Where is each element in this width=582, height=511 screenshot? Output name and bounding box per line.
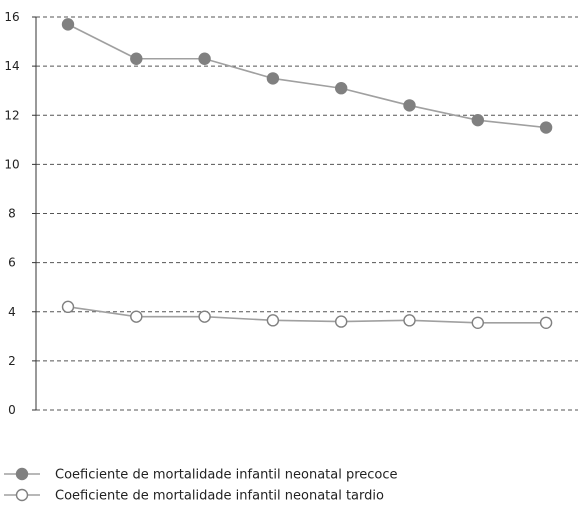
y-tick-label: 10 bbox=[4, 157, 19, 171]
series-layer bbox=[61, 18, 553, 330]
series-2-point bbox=[471, 316, 484, 330]
grid-layer bbox=[36, 16, 578, 411]
y-tick-label: 14 bbox=[4, 59, 19, 73]
series-1-point bbox=[61, 18, 75, 31]
series-2-point bbox=[198, 310, 211, 323]
y-tick-label: 8 bbox=[8, 207, 16, 221]
y-tick-label: 2 bbox=[8, 354, 16, 368]
legend-label-2: Coeficiente de mortalidade infantil neon… bbox=[55, 489, 384, 504]
series-2-point bbox=[335, 315, 348, 328]
series-2-point bbox=[403, 314, 416, 327]
legend: Coeficiente de mortalidade infantil neon… bbox=[4, 468, 398, 504]
series-line-1 bbox=[67, 23, 547, 129]
series-1-point bbox=[266, 72, 280, 85]
series-1-point bbox=[403, 99, 416, 112]
series-1-point bbox=[130, 52, 143, 65]
series-2-point bbox=[61, 300, 75, 314]
legend-marker-2 bbox=[15, 488, 29, 502]
y-tick-label: 6 bbox=[8, 256, 16, 270]
y-tick-label: 0 bbox=[8, 403, 16, 417]
series-2-point bbox=[266, 314, 280, 327]
series-2-point bbox=[130, 310, 143, 323]
series-line-2 bbox=[67, 306, 547, 324]
y-tick-label: 12 bbox=[4, 108, 19, 122]
series-1-point bbox=[335, 82, 348, 95]
series-2-point bbox=[539, 316, 553, 330]
y-axis: 0 2 4 6 8 10 12 14 16 bbox=[4, 10, 37, 417]
y-tick-label: 4 bbox=[8, 305, 16, 319]
series-1-point bbox=[198, 52, 211, 65]
series-1-point bbox=[471, 113, 484, 127]
legend-label-1: Coeficiente de mortalidade infantil neon… bbox=[55, 468, 398, 483]
series-1-point bbox=[539, 121, 553, 134]
legend-marker-1 bbox=[15, 467, 29, 481]
y-tick-label: 16 bbox=[4, 10, 19, 24]
